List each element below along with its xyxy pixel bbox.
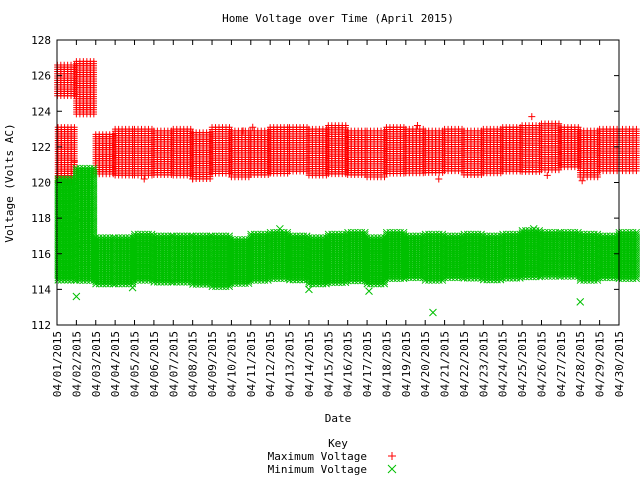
day-cluster	[576, 230, 602, 284]
day-cluster	[305, 125, 330, 179]
x-tick-label: 04/26/2015	[535, 331, 548, 397]
day-cluster	[227, 235, 253, 288]
x-tick-label: 04/17/2015	[361, 331, 374, 397]
x-tick-label: 04/22/2015	[458, 331, 471, 397]
day-cluster	[324, 230, 350, 287]
legend-title: Key	[328, 437, 348, 450]
day-cluster	[460, 230, 485, 282]
x-tick-label: 04/13/2015	[284, 331, 297, 397]
legend-entry-marker	[387, 464, 397, 474]
day-cluster	[92, 131, 117, 178]
day-cluster	[383, 124, 408, 177]
x-tick-label: 04/11/2015	[245, 331, 258, 397]
day-cluster	[247, 127, 272, 179]
x-tick-label: 04/29/2015	[594, 331, 607, 397]
y-tick-label: 128	[31, 34, 51, 47]
x-tick-label: 04/07/2015	[167, 331, 180, 397]
x-tick-label: 04/01/2015	[51, 331, 64, 397]
day-cluster	[518, 227, 544, 281]
x-tick-label: 04/25/2015	[516, 331, 529, 397]
x-tick-label: 04/18/2015	[380, 331, 393, 397]
x-tick-label: 04/04/2015	[109, 331, 122, 397]
day-cluster	[460, 127, 485, 179]
y-tick-label: 118	[31, 212, 51, 225]
legend-entry-marker	[388, 452, 396, 460]
x-tick-label: 04/14/2015	[303, 331, 316, 397]
outlier-points	[55, 217, 585, 317]
x-tick-label: 04/19/2015	[400, 331, 413, 397]
legend-entry-label: Minimum Voltage	[268, 463, 367, 476]
y-tick-label: 126	[31, 70, 51, 83]
day-cluster	[247, 230, 272, 284]
y-tick-label: 122	[31, 141, 51, 154]
y-axis-label: Voltage (Volts AC)	[3, 123, 16, 242]
x-axis-label: Date	[325, 412, 352, 425]
series-maximum-voltage	[54, 58, 640, 186]
x-tick-label: 04/27/2015	[555, 331, 568, 397]
x-tick-label: 04/16/2015	[342, 331, 355, 397]
x-tick-label: 04/20/2015	[419, 331, 432, 397]
day-cluster	[170, 125, 194, 179]
x-tick-label: 04/09/2015	[206, 331, 219, 397]
day-cluster	[54, 61, 78, 186]
x-tick-label: 04/05/2015	[129, 331, 142, 397]
x-tick-label: 04/21/2015	[439, 331, 452, 397]
y-tick-label: 120	[31, 177, 51, 190]
axes: 112 114 116 118 120 122 124 126 128 04/01/2015 04/…	[31, 34, 626, 397]
y-tick-label: 124	[31, 105, 51, 118]
y-tick-label: 114	[31, 283, 51, 296]
legend-entry-label: Maximum Voltage	[268, 450, 367, 463]
day-cluster	[266, 124, 291, 177]
day-cluster	[325, 122, 349, 178]
day-cluster	[538, 120, 563, 174]
series-minimum-voltage	[54, 164, 640, 317]
data-marks	[54, 58, 640, 317]
x-tick-label: 04/24/2015	[497, 331, 510, 397]
day-cluster	[518, 122, 543, 175]
x-tick-label: 04/08/2015	[187, 331, 200, 397]
chart-title: Home Voltage over Time (April 2015)	[222, 12, 454, 25]
day-cluster	[189, 129, 214, 183]
x-tick-label: 04/02/2015	[70, 331, 83, 397]
x-tick-label: 04/10/2015	[225, 331, 238, 397]
x-tick-label: 04/03/2015	[90, 331, 103, 397]
x-tick-label: 04/30/2015	[613, 331, 626, 397]
y-tick-label: 116	[31, 248, 51, 261]
x-tick-label: 04/12/2015	[264, 331, 277, 397]
x-tick-label: 04/28/2015	[574, 331, 587, 397]
day-cluster	[596, 232, 621, 282]
day-cluster	[73, 58, 98, 118]
y-tick-label: 112	[31, 319, 51, 332]
x-tick-label: 04/06/2015	[148, 331, 161, 397]
x-tick-label: 04/23/2015	[477, 331, 490, 397]
x-tick-label: 04/15/2015	[322, 331, 335, 397]
day-cluster	[615, 228, 640, 283]
